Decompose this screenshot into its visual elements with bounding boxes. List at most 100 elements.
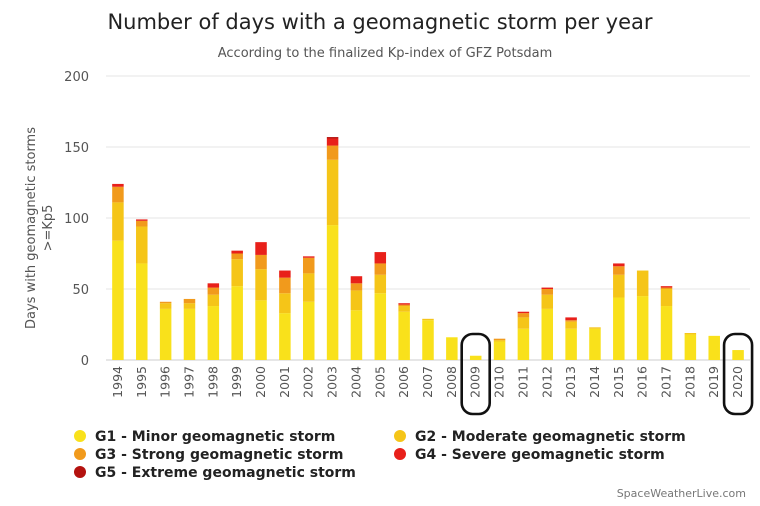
- highlight-marks: [460, 332, 754, 416]
- bar-segment: [565, 317, 577, 321]
- legend-marker: [74, 430, 86, 442]
- x-tick-label: 2004: [348, 366, 363, 398]
- bar-segment: [159, 301, 172, 304]
- bar-segment: [207, 294, 220, 307]
- bar-segment: [326, 159, 339, 226]
- bar-segment: [279, 277, 291, 294]
- x-tick-label: 1998: [205, 366, 220, 398]
- bar-segment: [541, 287, 554, 289]
- legend-label: G4 - Severe geomagnetic storm: [415, 447, 665, 463]
- bar-segment: [493, 340, 506, 342]
- bar-segment: [350, 290, 363, 311]
- legend-label: G1 - Minor geomagnetic storm: [95, 429, 335, 445]
- bar-segment: [183, 308, 196, 360]
- bar-segment: [398, 303, 410, 305]
- bar-segment: [660, 287, 673, 289]
- x-tick-label: 2002: [301, 366, 316, 398]
- bar-segment: [159, 303, 172, 309]
- x-tick-label: 1999: [229, 366, 244, 398]
- bar-segment: [493, 338, 506, 341]
- x-tick-label: 2010: [492, 366, 507, 398]
- bar-segment: [422, 318, 434, 321]
- bar-segment: [136, 263, 148, 360]
- bar-segment: [636, 270, 649, 297]
- bar-segment: [517, 317, 530, 329]
- bar-segment: [398, 306, 410, 312]
- bar-series: [112, 137, 744, 360]
- bar-segment: [255, 242, 267, 255]
- bar-segment: [231, 253, 243, 260]
- bar-segment: [183, 298, 196, 304]
- y-tick-label: 150: [64, 141, 89, 156]
- bar-segment: [231, 259, 243, 287]
- x-tick-label: 2018: [682, 366, 697, 398]
- bar-segment: [493, 341, 506, 360]
- bar-segment: [589, 328, 601, 360]
- bar-segment: [207, 306, 220, 360]
- bar-segment: [374, 263, 387, 275]
- bar-segment: [374, 252, 387, 264]
- bar-segment: [684, 334, 697, 360]
- x-tick-label: 2017: [659, 366, 674, 398]
- x-tick-label: 2013: [563, 366, 578, 398]
- bar-segment: [636, 296, 649, 360]
- x-tick-label: 2007: [420, 366, 435, 398]
- bar-segment: [279, 313, 291, 360]
- bar-segment: [112, 240, 124, 360]
- x-tick-label: 2020: [730, 366, 745, 398]
- y-tick-label: 0: [81, 354, 89, 369]
- bar-segment: [469, 355, 482, 360]
- y-axis-label-line1: Days with geomagnetic storms: [24, 127, 39, 329]
- bar-segment: [517, 328, 530, 360]
- bar-segment: [207, 287, 220, 295]
- bar-segment: [708, 335, 720, 360]
- bar-segment: [231, 286, 243, 360]
- bar-segment: [613, 263, 625, 267]
- bar-segment: [565, 320, 577, 322]
- bar-segment: [302, 301, 315, 360]
- bar-segment: [446, 337, 458, 360]
- highlight-box: [460, 332, 492, 416]
- legend: G1 - Minor geomagnetic storm G2 - Moderat…: [74, 429, 686, 481]
- bar-segment: [302, 257, 315, 274]
- bar-segment: [565, 321, 577, 329]
- y-tick-label: 200: [64, 70, 89, 85]
- x-tick-label: 2015: [611, 366, 626, 398]
- x-tick-label: 2014: [587, 366, 602, 398]
- bar-segment: [684, 333, 697, 335]
- y-axis-title: Days with geomagnetic storms >=Kp5: [24, 127, 56, 329]
- chart-subtitle: According to the finalized Kp-index of G…: [218, 46, 553, 61]
- bar-segment: [231, 250, 243, 254]
- x-axis-ticks: 1994 1995 1996 1997 1998 1999 2000 2001 2002 2003…: [110, 366, 745, 398]
- x-tick-label: 2001: [277, 366, 292, 398]
- legend-marker: [394, 430, 406, 442]
- legend-label: G3 - Strong geomagnetic storm: [95, 447, 343, 463]
- bar-segment: [136, 226, 148, 264]
- bar-segment: [350, 310, 363, 360]
- bar-segment: [326, 137, 339, 139]
- x-tick-label: 2019: [706, 366, 721, 398]
- x-tick-label: 2003: [325, 366, 340, 398]
- bar-segment: [589, 327, 601, 329]
- bar-segment: [541, 308, 554, 360]
- bar-segment: [302, 273, 315, 302]
- bar-segment: [279, 270, 291, 278]
- bar-segment: [112, 202, 124, 241]
- legend-marker: [394, 448, 406, 460]
- y-axis-label-line2: >=Kp5: [41, 205, 56, 252]
- bar-segment: [732, 350, 744, 360]
- bar-segment: [255, 300, 267, 360]
- x-tick-label: 2016: [635, 366, 650, 398]
- x-tick-label: 2012: [539, 366, 554, 398]
- bar-segment: [398, 304, 410, 307]
- y-tick-label: 50: [72, 283, 89, 298]
- y-axis-ticks: 0 50 100 150 200: [64, 70, 89, 369]
- bar-segment: [398, 311, 410, 360]
- bar-segment: [374, 274, 387, 294]
- bar-segment: [159, 308, 172, 360]
- x-tick-label: 2000: [253, 366, 268, 398]
- bar-segment: [350, 283, 363, 291]
- x-tick-label: 2009: [468, 366, 483, 398]
- bar-segment: [660, 306, 673, 360]
